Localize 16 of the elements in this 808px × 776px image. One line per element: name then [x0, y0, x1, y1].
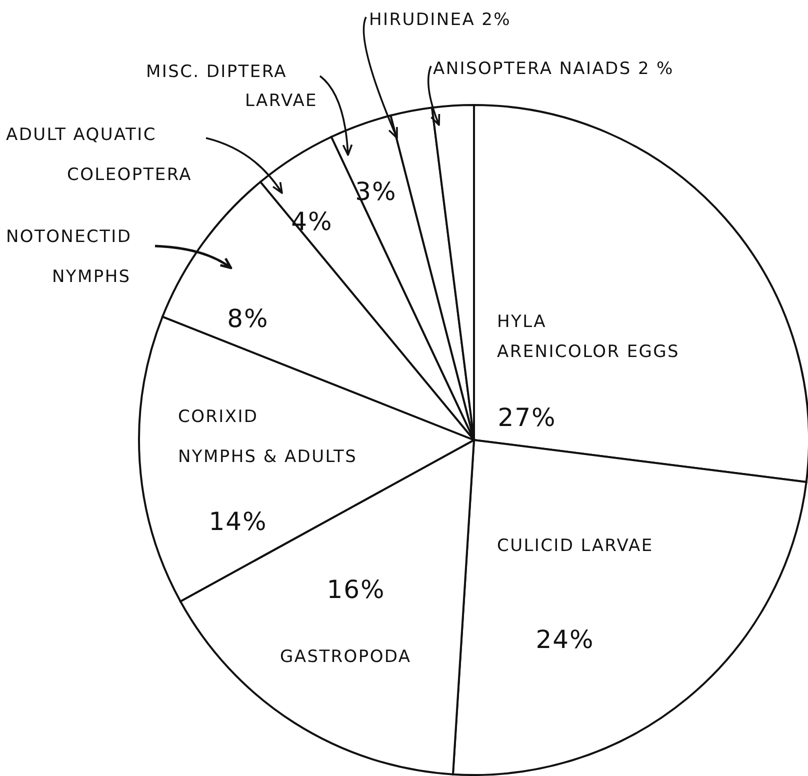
slice-label: ANISOPTERA NAIADS 2 % — [433, 59, 674, 79]
data-label: 8% — [227, 304, 269, 333]
slice-label: HIRUDINEA 2% — [369, 10, 512, 30]
data-label: 3% — [355, 177, 397, 206]
slice-label: HYLA ARENICOLOR EGGS — [497, 312, 680, 362]
data-label: 4% — [291, 207, 333, 236]
slice-label: GASTROPODA — [280, 647, 412, 667]
slice-label: MISC. DIPTERA LARVAE — [146, 62, 318, 111]
data-label: 16% — [326, 575, 386, 604]
data-label: 24% — [536, 625, 594, 654]
slice-label: ADULT AQUATIC COLEOPTERA — [6, 125, 192, 185]
slice-label: CORIXID NYMPHS & ADULTS — [178, 407, 358, 467]
data-label: 27% — [498, 403, 556, 432]
data-label: 14% — [208, 507, 268, 536]
legend-label: NOTONECTID NYMPHS — [6, 227, 132, 287]
slice-label: CULICID LARVAE — [497, 536, 654, 556]
